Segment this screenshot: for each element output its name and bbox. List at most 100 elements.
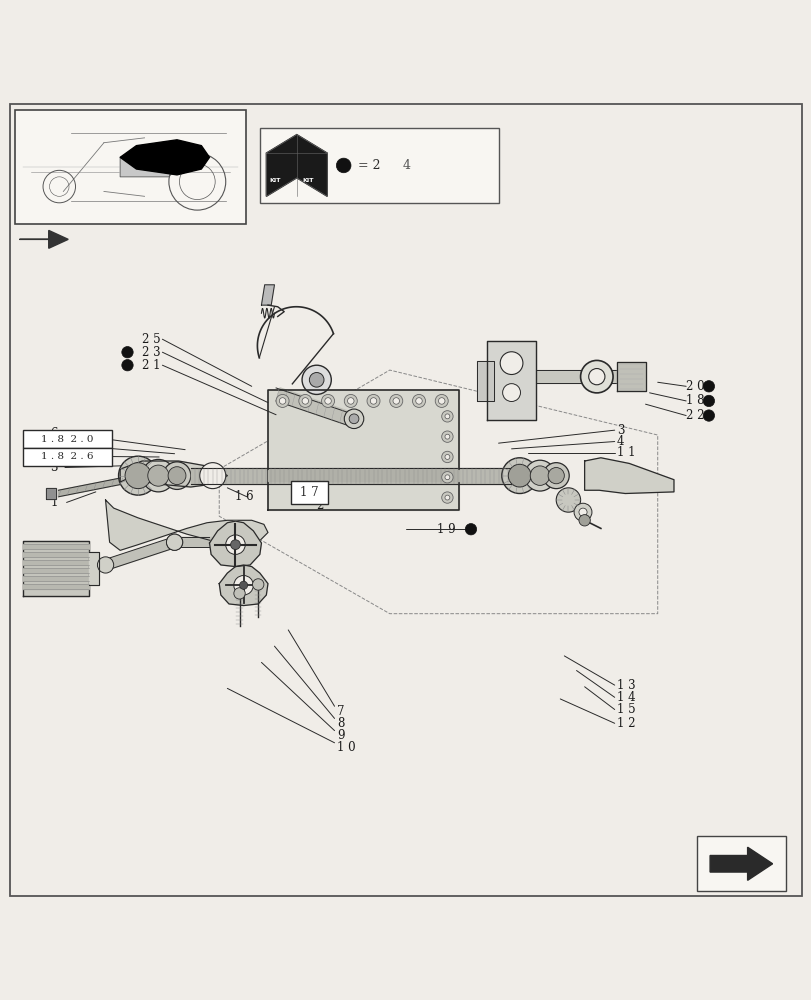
Circle shape	[444, 495, 449, 500]
Circle shape	[501, 458, 537, 494]
Circle shape	[393, 398, 399, 404]
Text: 1 3: 1 3	[616, 679, 635, 692]
Polygon shape	[276, 388, 351, 425]
Polygon shape	[89, 552, 99, 585]
Circle shape	[444, 434, 449, 439]
Circle shape	[508, 464, 530, 487]
Polygon shape	[191, 468, 519, 484]
Circle shape	[370, 398, 376, 404]
Circle shape	[465, 524, 476, 535]
Polygon shape	[209, 521, 261, 567]
Circle shape	[336, 158, 350, 173]
Circle shape	[321, 394, 334, 407]
Polygon shape	[23, 568, 89, 573]
Circle shape	[349, 414, 358, 424]
Polygon shape	[120, 140, 209, 175]
Bar	[272, 394, 454, 506]
Circle shape	[444, 455, 449, 459]
Text: 1 7: 1 7	[300, 486, 318, 499]
Circle shape	[163, 462, 191, 489]
Circle shape	[573, 503, 591, 521]
Circle shape	[702, 381, 714, 392]
Bar	[290, 481, 328, 504]
Text: 3: 3	[50, 461, 58, 474]
Text: 1 . 8  2 . 0: 1 . 8 2 . 0	[41, 435, 93, 444]
Polygon shape	[584, 458, 673, 494]
Text: 1 8: 1 8	[685, 394, 704, 407]
Circle shape	[543, 463, 569, 489]
Polygon shape	[23, 560, 89, 565]
Circle shape	[234, 588, 245, 599]
Polygon shape	[58, 478, 120, 497]
Polygon shape	[535, 370, 624, 383]
Circle shape	[441, 411, 453, 422]
Text: 5: 5	[50, 438, 58, 451]
Polygon shape	[105, 537, 177, 571]
Polygon shape	[19, 230, 68, 248]
Circle shape	[441, 472, 453, 483]
Circle shape	[344, 409, 363, 429]
Text: = 2: = 2	[358, 159, 380, 172]
Circle shape	[234, 576, 253, 595]
Circle shape	[702, 410, 714, 421]
Text: KIT: KIT	[269, 178, 281, 183]
Polygon shape	[268, 390, 458, 510]
Polygon shape	[261, 285, 274, 305]
Polygon shape	[487, 341, 535, 420]
Circle shape	[200, 463, 225, 489]
Text: 2 0: 2 0	[685, 380, 704, 393]
Circle shape	[556, 488, 580, 512]
Circle shape	[435, 394, 448, 407]
Text: 2 1: 2 1	[142, 359, 161, 372]
Text: 2: 2	[316, 499, 324, 512]
Circle shape	[298, 394, 311, 407]
Circle shape	[239, 581, 247, 589]
Circle shape	[441, 492, 453, 503]
Circle shape	[276, 394, 289, 407]
Text: 2 3: 2 3	[142, 346, 161, 359]
Circle shape	[367, 394, 380, 407]
Polygon shape	[120, 461, 227, 487]
Text: 2 2: 2 2	[685, 409, 704, 422]
Circle shape	[225, 535, 245, 554]
Text: 1 1: 1 1	[616, 446, 635, 459]
Bar	[260, 128, 499, 203]
Bar	[23, 448, 112, 466]
Polygon shape	[477, 361, 493, 401]
Polygon shape	[23, 576, 89, 581]
Circle shape	[344, 394, 357, 407]
Bar	[696, 836, 785, 891]
Circle shape	[122, 347, 133, 358]
Circle shape	[441, 451, 453, 463]
Text: 1 4: 1 4	[616, 691, 635, 704]
Bar	[23, 430, 112, 448]
Text: 1 2: 1 2	[616, 717, 635, 730]
Text: 1 6: 1 6	[235, 490, 254, 503]
Circle shape	[166, 534, 182, 550]
Circle shape	[148, 465, 169, 486]
Circle shape	[500, 352, 522, 374]
Circle shape	[415, 398, 422, 404]
Text: KIT: KIT	[302, 178, 313, 183]
Text: 1 0: 1 0	[337, 741, 355, 754]
Circle shape	[389, 394, 402, 407]
Text: 7: 7	[337, 705, 344, 718]
Text: 4: 4	[616, 435, 624, 448]
Circle shape	[166, 534, 182, 550]
Text: 1: 1	[50, 496, 58, 509]
Circle shape	[252, 579, 264, 590]
Circle shape	[580, 360, 612, 393]
Text: 9: 9	[337, 729, 344, 742]
Polygon shape	[46, 488, 56, 499]
Circle shape	[125, 463, 151, 489]
Circle shape	[588, 369, 604, 385]
Text: 3: 3	[616, 424, 624, 437]
Polygon shape	[105, 500, 268, 550]
Polygon shape	[174, 537, 212, 547]
Circle shape	[142, 459, 174, 492]
Circle shape	[547, 468, 564, 484]
Text: 6: 6	[50, 427, 58, 440]
Circle shape	[118, 456, 157, 495]
Polygon shape	[268, 470, 458, 481]
Text: 4: 4	[401, 159, 410, 172]
